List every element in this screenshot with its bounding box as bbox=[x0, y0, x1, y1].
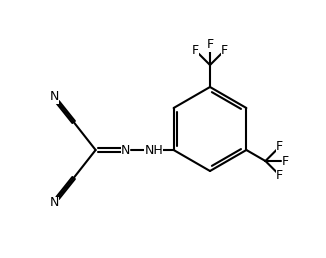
Text: N: N bbox=[121, 143, 130, 157]
Text: F: F bbox=[192, 44, 199, 57]
Text: N: N bbox=[50, 91, 59, 103]
Text: F: F bbox=[206, 38, 214, 52]
Text: F: F bbox=[276, 140, 283, 153]
Text: F: F bbox=[276, 169, 283, 182]
Text: F: F bbox=[282, 155, 289, 167]
Text: NH: NH bbox=[144, 143, 163, 157]
Text: N: N bbox=[50, 197, 59, 209]
Text: F: F bbox=[221, 44, 228, 57]
